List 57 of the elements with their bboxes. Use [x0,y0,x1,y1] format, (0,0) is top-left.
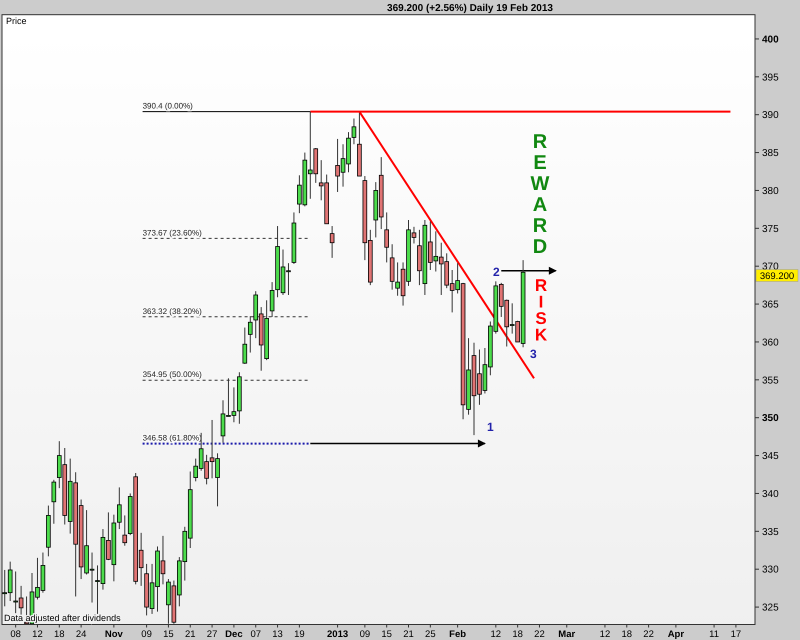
x-tick-label: 25 [425,629,436,640]
ref-line-label: 363.32 (38.20%) [142,306,202,316]
x-tick-label: 18 [512,629,523,640]
x-tick-label: Dec [225,629,243,640]
x-tick-label: 09 [360,629,370,640]
x-tick-label: 07 [250,629,262,640]
x-tick-label: 19 [294,629,305,640]
x-tick-label: 15 [163,629,174,640]
y-tick-label: 350 [762,413,780,424]
x-tick-label: Nov [104,629,124,640]
x-tick-label: 08 [10,629,21,640]
y-tick-label: 345 [762,451,780,462]
x-tick-label: 18 [54,629,65,640]
y-tick-label: 380 [762,186,780,197]
x-tick-label: 24 [76,629,86,640]
y-axis-title: Price [6,16,27,26]
x-tick-label: Apr [668,629,684,640]
x-tick-label: 13 [272,629,283,640]
chart-title: 369.200 (+2.56%) Daily 19 Feb 2013 [387,3,554,14]
x-tick-label: 15 [381,629,392,640]
y-tick-label: 400 [762,34,780,46]
text: 369.200 [760,271,794,282]
y-tick-label: 325 [762,602,780,614]
x-tick-label: 21 [403,629,414,640]
x-tick-label: 22 [643,629,654,640]
ref-line-label: 390.4 (0.00%) [142,102,194,111]
ref-line-label: 373.67 (23.60%) [142,228,202,238]
annotation: 2 [493,265,500,279]
x-tick-label: 21 [184,629,196,640]
x-tick-label: 12 [490,629,502,640]
annotation: RISK [534,276,548,344]
y-tick-label: 395 [762,72,780,84]
y-tick-label: 330 [762,564,780,576]
annotation: REWARD [530,131,550,258]
y-tick-label: 360 [762,337,780,348]
x-tick-label: 09 [141,629,152,640]
annotation: 3 [530,347,537,361]
x-tick-label: 18 [621,629,632,640]
y-tick-label: 375 [762,224,780,235]
y-tick-label: 370 [762,262,780,273]
annotation: 1 [487,420,494,434]
x-tick-label: 11 [709,629,720,640]
x-tick-label: 27 [206,629,218,640]
y-tick-label: 355 [762,375,780,386]
x-tick-label: 12 [32,629,43,640]
x-tick-label: 12 [600,629,610,640]
x-tick-label: 22 [534,629,545,640]
x-tick-label: Mar [558,629,576,640]
y-tick-label: 335 [762,526,780,538]
y-tick-label: 385 [762,148,780,160]
x-tick-label: Feb [449,629,466,640]
y-tick-label: 365 [762,300,780,311]
y-tick-label: 390 [762,110,780,122]
y-tick-label: 340 [762,488,780,500]
ref-line-label: 354.95 (50.00%) [142,370,202,380]
x-tick-label: 17 [730,629,742,640]
x-tick-label: 2013 [327,629,348,640]
